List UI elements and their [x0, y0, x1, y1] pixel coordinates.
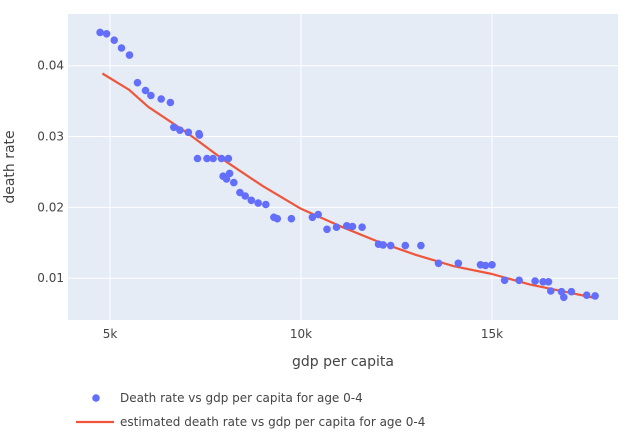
data-point-15[interactable]: [193, 154, 202, 163]
data-point-28[interactable]: [262, 200, 270, 209]
data-point-3[interactable]: [117, 44, 126, 52]
data-point-50[interactable]: [515, 276, 523, 285]
x-tick-label-1: 10k: [290, 327, 312, 341]
data-point-48[interactable]: [488, 261, 496, 269]
data-point-51[interactable]: [531, 277, 539, 285]
y-axis-title: death rate: [2, 130, 18, 203]
legend-label-points: Death rate vs gdp per capita for age 0-4: [120, 391, 363, 405]
data-point-33[interactable]: [314, 210, 323, 219]
data-point-9[interactable]: [166, 98, 175, 107]
data-point-32[interactable]: [308, 213, 317, 222]
data-point-54[interactable]: [547, 287, 555, 295]
data-point-26[interactable]: [247, 196, 256, 205]
data-point-52[interactable]: [539, 278, 547, 286]
y-axis-ticks: 0.01 0.02 0.03 0.04: [37, 59, 64, 286]
legend[interactable]: Death rate vs gdp per capita for age 0-4…: [76, 391, 425, 429]
data-point-35[interactable]: [332, 223, 341, 231]
data-point-47[interactable]: [481, 261, 490, 270]
data-point-23[interactable]: [230, 178, 238, 187]
data-point-25[interactable]: [241, 192, 249, 200]
data-point-30[interactable]: [273, 214, 282, 223]
data-point-4[interactable]: [125, 51, 134, 59]
x-tick-label-2: 15k: [481, 327, 503, 341]
death-rate-points: [96, 28, 599, 302]
data-point-42[interactable]: [401, 241, 410, 250]
data-point-2[interactable]: [110, 36, 118, 44]
data-point-27[interactable]: [254, 199, 262, 207]
data-point-21[interactable]: [222, 175, 231, 183]
data-point-8[interactable]: [157, 95, 165, 103]
data-point-34[interactable]: [323, 225, 331, 234]
data-point-22[interactable]: [225, 169, 234, 178]
data-point-57[interactable]: [567, 287, 576, 296]
data-point-56[interactable]: [560, 293, 568, 302]
legend-marker-points: [92, 394, 100, 402]
y-tick-label-1: 0.02: [37, 200, 64, 214]
legend-label-line: estimated death rate vs gdp per capita f…: [120, 415, 425, 429]
data-point-41[interactable]: [386, 241, 395, 250]
data-point-1[interactable]: [102, 30, 111, 38]
x-tick-label-0: 5k: [103, 327, 118, 341]
x-axis-ticks: 5k 10k 15k: [103, 327, 503, 341]
data-point-14[interactable]: [195, 131, 204, 139]
y-tick-label-3: 0.04: [37, 59, 64, 73]
data-point-18[interactable]: [217, 154, 226, 163]
data-point-45[interactable]: [454, 259, 463, 268]
data-point-5[interactable]: [133, 78, 142, 87]
data-point-53[interactable]: [544, 278, 553, 286]
data-point-7[interactable]: [147, 91, 155, 100]
data-point-31[interactable]: [287, 214, 296, 223]
data-point-58[interactable]: [582, 291, 591, 300]
y-tick-label-2: 0.03: [37, 130, 64, 144]
plot-background: [68, 14, 618, 320]
data-point-0[interactable]: [96, 28, 104, 37]
data-point-37[interactable]: [348, 222, 357, 231]
data-point-38[interactable]: [358, 223, 366, 231]
data-point-10[interactable]: [170, 123, 178, 132]
data-point-43[interactable]: [417, 241, 425, 250]
data-point-44[interactable]: [434, 259, 443, 268]
data-point-11[interactable]: [176, 126, 184, 134]
data-point-49[interactable]: [500, 276, 509, 285]
data-point-6[interactable]: [141, 86, 150, 95]
data-point-12[interactable]: [184, 128, 193, 137]
y-tick-label-0: 0.01: [37, 271, 64, 285]
grid-lines: [68, 14, 618, 320]
data-point-19[interactable]: [224, 154, 233, 163]
data-point-16[interactable]: [203, 154, 211, 163]
data-point-36[interactable]: [343, 222, 351, 230]
data-point-59[interactable]: [591, 292, 599, 300]
data-point-40[interactable]: [379, 241, 387, 249]
data-point-17[interactable]: [209, 154, 217, 163]
x-axis-title: gdp per capita: [292, 354, 394, 370]
